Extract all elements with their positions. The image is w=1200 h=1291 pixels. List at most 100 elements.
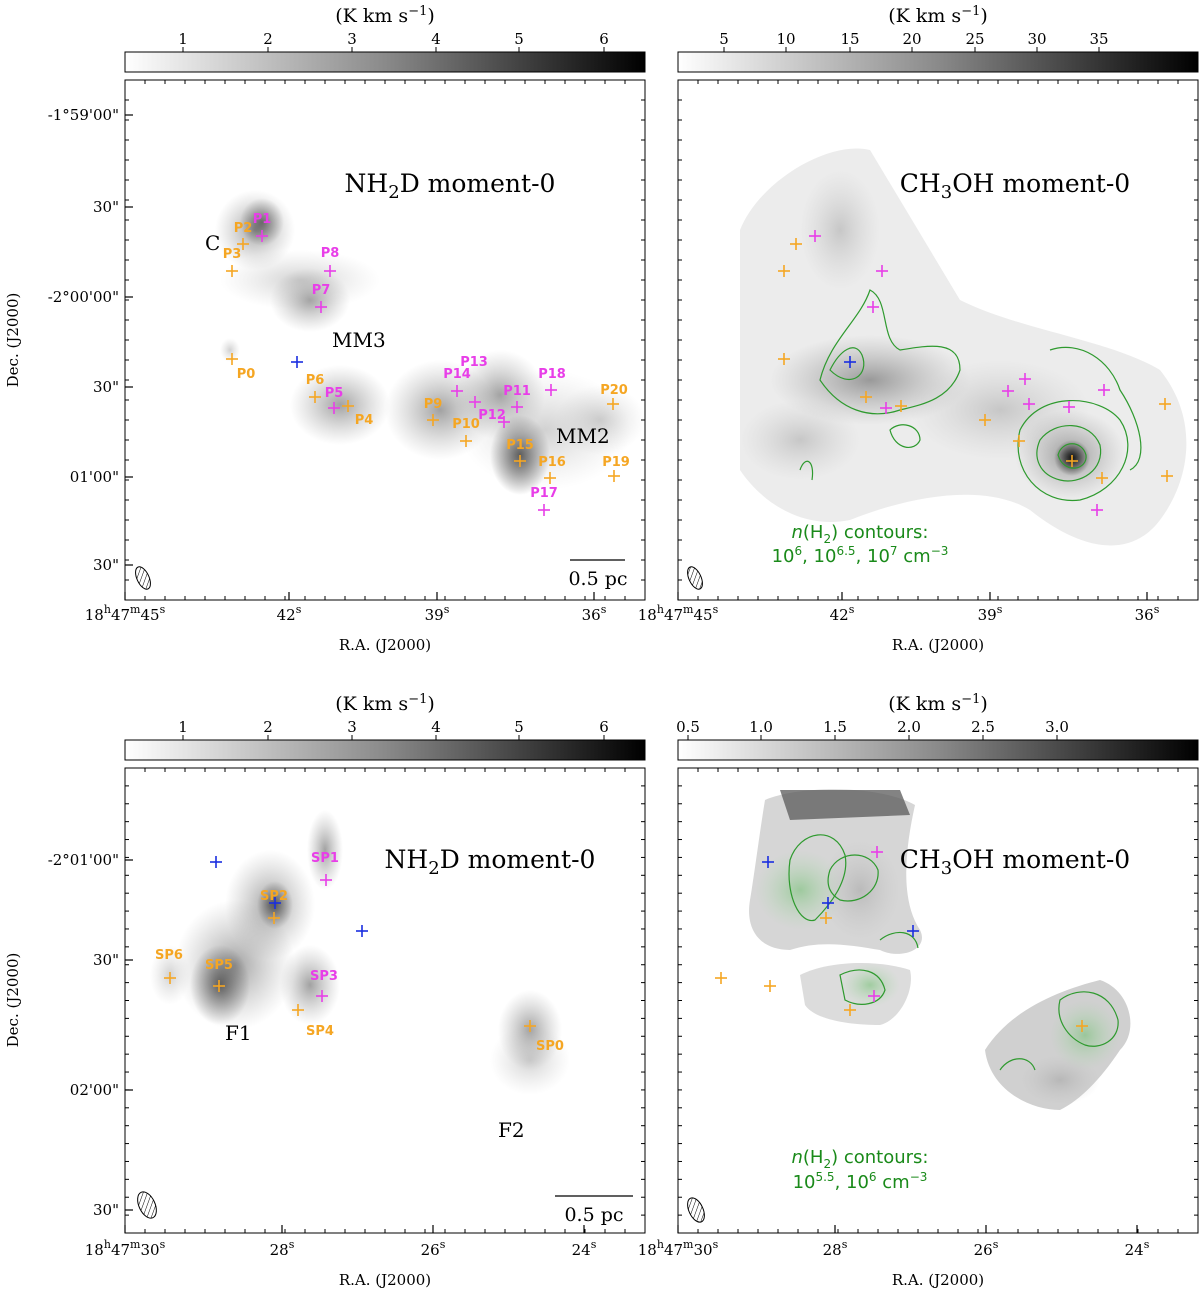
dec-tick-label: -1°59'00" <box>48 106 119 124</box>
source-marker <box>979 414 991 426</box>
source-label: P17 <box>530 486 558 501</box>
colorbar-title: (K km s−1) <box>888 4 988 27</box>
source-marker <box>1091 504 1103 516</box>
colorbar-tick-label: 4 <box>431 30 441 48</box>
colorbar-tick-label: 3.0 <box>1045 718 1069 736</box>
source-label: SP2 <box>260 889 288 904</box>
source-label: SP6 <box>155 948 183 963</box>
region-label-c: C <box>205 231 220 255</box>
source-marker-p15 <box>514 455 526 467</box>
dec-tick-label: 02'00" <box>70 1081 119 1099</box>
colorbar-tick-label: 3 <box>347 30 357 48</box>
emission-map <box>215 190 645 495</box>
source-marker <box>1019 373 1031 385</box>
x-axis-title: R.A. (J2000) <box>339 1271 431 1289</box>
source-marker <box>871 846 883 858</box>
colorbar-tick-label: 1 <box>178 30 188 48</box>
ra-tick-label: 28s​ <box>823 1238 848 1259</box>
ra-tick-label: 26s​ <box>421 1238 446 1259</box>
source-label: P19 <box>602 455 630 470</box>
source-label: P14 <box>443 367 471 382</box>
colorbar-tick-label: 2 <box>263 30 273 48</box>
colorbar-bottom-right: (K km s−1) 0.5 1.0 1.5 2.0 2.5 3.0 <box>676 692 1199 761</box>
source-marker-p17 <box>538 504 550 516</box>
dec-tick-label: 30" <box>93 378 119 396</box>
y-axis-title: Dec. (J2000) <box>4 953 22 1048</box>
ra-tick-label: 24s​ <box>572 1238 597 1259</box>
svg-text:n(H2) contours:: n(H2) contours: <box>791 522 928 546</box>
colorbar-tick-label: 2 <box>263 718 273 736</box>
svg-text:n(H2) contours:: n(H2) contours: <box>791 1147 928 1171</box>
source-marker-p2 <box>237 238 249 250</box>
colorbar-tick-label: 1.5 <box>823 718 847 736</box>
source-marker-sp2 <box>268 912 280 924</box>
source-label: SP0 <box>536 1039 564 1054</box>
source-label: SP4 <box>306 1024 334 1039</box>
y-axis-title: Dec. (J2000) <box>4 293 22 388</box>
source-marker-sp4 <box>292 1004 304 1016</box>
map-title: NH2D moment-0 <box>385 845 596 879</box>
ra-tick-label: 18h​47m​30s​ <box>85 1238 166 1259</box>
source-label: P12 <box>478 408 506 423</box>
panel-bottom-left: (K km s−1) 1 2 3 4 5 6 NH2D moment-0 F1 F2 0.… <box>4 692 646 1289</box>
svg-text:106, 106.5, 107 cm−3: 106, 106.5, 107 cm−3 <box>772 544 949 567</box>
x-axis-title: R.A. (J2000) <box>892 636 984 654</box>
source-label: P1 <box>253 212 272 227</box>
source-label: P16 <box>538 455 566 470</box>
source-label: SP1 <box>311 851 339 866</box>
dec-tick-label: 30" <box>93 951 119 969</box>
source-marker <box>868 990 880 1002</box>
source-marker-p7 <box>315 301 327 313</box>
source-marker <box>764 980 776 992</box>
beam-ellipse <box>135 566 151 590</box>
source-label: P8 <box>321 246 340 261</box>
ra-tick-label: 26s​ <box>974 1238 999 1259</box>
source-marker-p19 <box>608 470 620 482</box>
colorbar-tick-label: 0.5 <box>676 718 700 736</box>
dec-tick-label: 30" <box>93 198 119 216</box>
dec-tick-label: 01'00" <box>70 468 119 486</box>
source-label: P7 <box>312 283 331 298</box>
emission-map <box>749 789 1131 1110</box>
colorbar-tick-label: 5 <box>514 30 524 48</box>
source-marker <box>715 972 727 984</box>
colorbar-tick-label: 2.0 <box>897 718 921 736</box>
source-marker-sp0 <box>524 1020 536 1032</box>
colorbar-tick-label: 5 <box>719 30 729 48</box>
source-marker <box>809 230 821 242</box>
source-marker-sp1 <box>320 874 332 886</box>
panel-top-right: (K km s−1) 5 10 15 20 25 30 35 CH3OH momen <box>638 4 1199 654</box>
colorbar-tick-label: 6 <box>599 718 609 736</box>
source-marker <box>820 912 832 924</box>
source-marker-p13 <box>469 396 481 408</box>
source-marker <box>895 400 907 412</box>
ra-tick-label: 18h​47m​45s​ <box>638 603 719 624</box>
source-marker <box>1159 398 1171 410</box>
ra-tick-label: 36s​ <box>1135 603 1160 624</box>
colorbar-tick-label: 25 <box>965 30 984 48</box>
source-label: P0 <box>237 367 256 382</box>
colorbar-tick-label: 30 <box>1027 30 1046 48</box>
x-axis-title: R.A. (J2000) <box>339 636 431 654</box>
colorbar-title: (K km s−1) <box>335 4 435 27</box>
region-label-mm2: MM2 <box>556 424 610 448</box>
colorbar-tick-label: 1 <box>178 718 188 736</box>
colorbar-tick-label: 4 <box>431 718 441 736</box>
colorbar-tick-label: 10 <box>776 30 795 48</box>
ra-tick-label: 24s​ <box>1125 1238 1150 1259</box>
source-label: P5 <box>325 386 344 401</box>
source-marker <box>1076 1020 1088 1032</box>
source-label: P20 <box>600 383 628 398</box>
dec-tick-label: 30" <box>93 1201 119 1219</box>
source-marker <box>876 265 888 277</box>
dec-tick-label: -2°00'00" <box>48 288 119 306</box>
colorbar-tick-label: 3 <box>347 718 357 736</box>
ra-tick-label: 39s​ <box>978 603 1003 624</box>
region-label-f2: F2 <box>498 1118 525 1142</box>
source-marker <box>1002 385 1014 397</box>
ra-tick-label: 18h​47m​30s​ <box>638 1238 719 1259</box>
source-label: P10 <box>452 417 480 432</box>
beam-ellipse <box>687 1197 705 1223</box>
source-marker <box>1063 401 1075 413</box>
